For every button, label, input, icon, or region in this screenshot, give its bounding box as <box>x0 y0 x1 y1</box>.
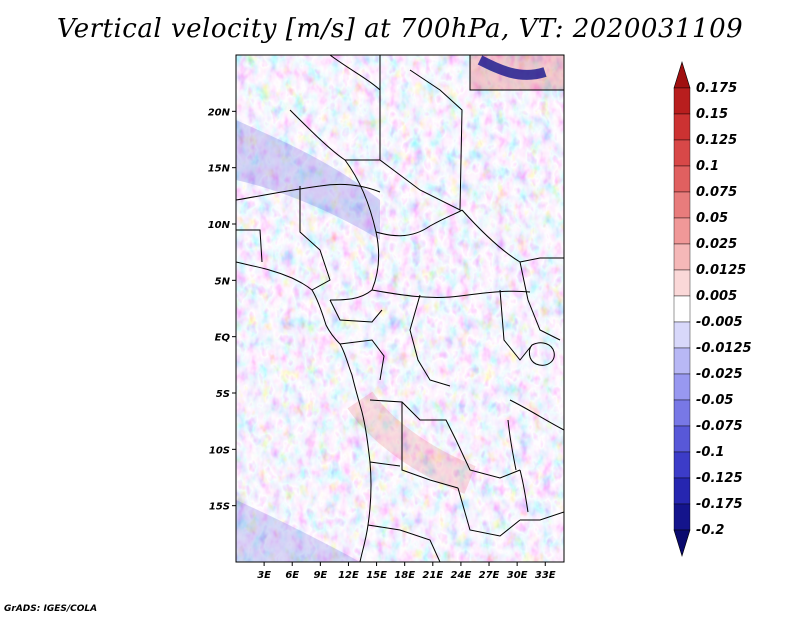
map-frame <box>235 54 565 563</box>
colorbar-segment <box>673 269 691 297</box>
colorbar-segment <box>673 87 691 115</box>
colorbar-segment <box>673 477 691 505</box>
colorbar-label: -0.1 <box>696 445 724 460</box>
colorbar-label: 0.0125 <box>696 263 746 278</box>
lon-label: 30E <box>507 570 528 581</box>
lon-label: 27E <box>479 570 500 581</box>
lat-label: 15N <box>208 164 231 175</box>
colorbar-segment <box>673 503 691 531</box>
colorbar-label: 0.15 <box>696 107 728 122</box>
colorbar-segment <box>673 373 691 401</box>
colorbar-top-arrow <box>673 60 691 89</box>
colorbar-segment <box>673 139 691 167</box>
colorbar-segment <box>673 425 691 453</box>
colorbar-label: 0.125 <box>696 133 737 148</box>
colorbar-segment <box>673 451 691 479</box>
colorbar-label: 0.05 <box>696 211 728 226</box>
colorbar-label: -0.175 <box>696 497 743 512</box>
lat-label: 10S <box>209 445 230 456</box>
colorbar-label: 0.025 <box>696 237 737 252</box>
colorbar-label: -0.125 <box>696 471 743 486</box>
country-borders <box>236 55 564 562</box>
colorbar-bottom-arrow <box>673 529 691 558</box>
lon-label: 24E <box>451 570 472 581</box>
colorbar: 0.175 0.15 0.125 0.1 0.075 0.05 0.025 0.0125 0.0… <box>673 60 752 558</box>
colorbar-label: -0.05 <box>696 393 733 408</box>
lon-label: 21E <box>422 570 443 581</box>
colorbar-label: 0.1 <box>696 159 719 174</box>
lon-label: 9E <box>313 570 327 581</box>
lon-label: 15E <box>366 570 387 581</box>
colorbar-segment <box>673 243 691 271</box>
grads-credit: GrADS: IGES/COLA <box>4 604 98 614</box>
latitude-axis: 20N 15N 10N 5N EQ 5S 10S 15S <box>208 107 236 513</box>
colorbar-label: -0.0125 <box>696 341 752 356</box>
colorbar-segment <box>673 113 691 141</box>
longitude-axis: 3E 6E 9E 12E 15E 18E 21E 24E 27E 30E 33E <box>257 562 556 581</box>
lat-label: 5N <box>215 276 231 287</box>
lon-label: 12E <box>338 570 359 581</box>
colorbar-label: -0.075 <box>696 419 743 434</box>
lat-label: EQ <box>215 333 231 344</box>
colorbar-label: -0.2 <box>696 523 724 538</box>
lat-label: 20N <box>208 107 231 118</box>
colorbar-label: -0.005 <box>696 315 743 330</box>
colorbar-label: 0.075 <box>696 185 737 200</box>
lat-label: 5S <box>216 389 230 400</box>
colorbar-label: -0.025 <box>696 367 743 382</box>
colorbar-label: 0.175 <box>696 81 737 96</box>
lon-label: 18E <box>394 570 415 581</box>
lat-label: 10N <box>208 220 231 231</box>
colorbar-segment <box>673 165 691 193</box>
colorbar-label: 0.005 <box>696 289 737 304</box>
vertical-velocity-field <box>236 55 564 562</box>
lat-label: 15S <box>209 502 230 513</box>
colorbar-segment <box>673 321 691 349</box>
colorbar-segment <box>673 399 691 427</box>
colorbar-segment <box>673 217 691 245</box>
map-title: Vertical velocity [m/s] at 700hPa, VT: 2… <box>56 14 744 44</box>
lon-label: 6E <box>285 570 299 581</box>
colorbar-segment <box>673 347 691 375</box>
lon-label: 33E <box>535 570 556 581</box>
colorbar-segment <box>673 295 691 323</box>
lon-label: 3E <box>257 570 271 581</box>
colorbar-segment <box>673 191 691 219</box>
